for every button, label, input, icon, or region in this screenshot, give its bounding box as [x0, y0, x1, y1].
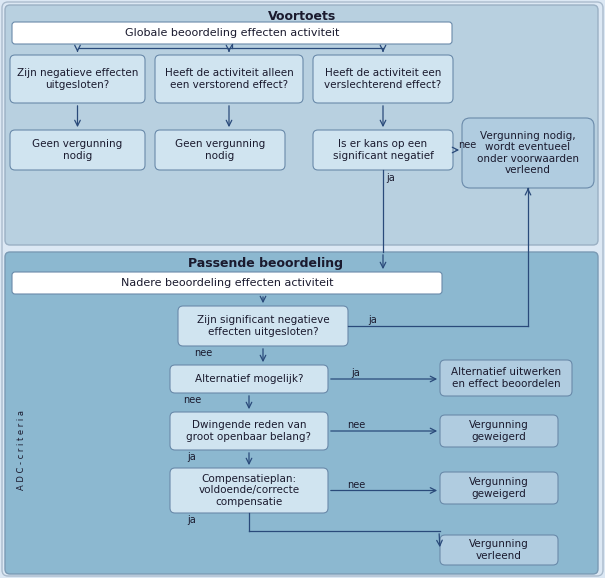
FancyBboxPatch shape [440, 415, 558, 447]
FancyBboxPatch shape [178, 306, 348, 346]
FancyBboxPatch shape [5, 252, 598, 574]
FancyBboxPatch shape [462, 118, 594, 188]
Text: Vergunning
geweigerd: Vergunning geweigerd [469, 420, 529, 442]
Text: Is er kans op een
significant negatief: Is er kans op een significant negatief [333, 139, 433, 161]
Text: ja: ja [188, 515, 197, 525]
Text: Passende beoordeling: Passende beoordeling [188, 258, 342, 271]
FancyBboxPatch shape [313, 55, 453, 103]
Text: Vergunning
geweigerd: Vergunning geweigerd [469, 477, 529, 499]
Text: Zijn negatieve effecten
uitgesloten?: Zijn negatieve effecten uitgesloten? [17, 68, 138, 90]
Text: Compensatieplan:
voldoende/correcte
compensatie: Compensatieplan: voldoende/correcte comp… [198, 474, 299, 507]
FancyBboxPatch shape [12, 272, 442, 294]
FancyBboxPatch shape [155, 130, 285, 170]
Text: Alternatief uitwerken
en effect beoordelen: Alternatief uitwerken en effect beoordel… [451, 367, 561, 389]
Text: Vergunning
verleend: Vergunning verleend [469, 539, 529, 561]
FancyBboxPatch shape [12, 22, 452, 44]
Text: Zijn significant negatieve
effecten uitgesloten?: Zijn significant negatieve effecten uitg… [197, 315, 329, 337]
Text: Vergunning nodig,
wordt eventueel
onder voorwaarden
verleend: Vergunning nodig, wordt eventueel onder … [477, 131, 579, 175]
FancyBboxPatch shape [155, 55, 303, 103]
FancyBboxPatch shape [440, 472, 558, 504]
Text: Alternatief mogelijk?: Alternatief mogelijk? [195, 374, 303, 384]
FancyBboxPatch shape [440, 535, 558, 565]
Text: Geen vergunning
nodig: Geen vergunning nodig [175, 139, 265, 161]
Text: Nadere beoordeling effecten activiteit: Nadere beoordeling effecten activiteit [121, 278, 333, 288]
Text: nee: nee [347, 480, 365, 490]
FancyBboxPatch shape [440, 360, 572, 396]
Text: Heeft de activiteit alleen
een verstorend effect?: Heeft de activiteit alleen een verstoren… [165, 68, 293, 90]
Text: nee: nee [194, 348, 212, 358]
FancyBboxPatch shape [170, 468, 328, 513]
Text: ja: ja [188, 452, 197, 462]
Text: Heeft de activiteit een
verslechterend effect?: Heeft de activiteit een verslechterend e… [324, 68, 442, 90]
Text: Dwingende reden van
groot openbaar belang?: Dwingende reden van groot openbaar belan… [186, 420, 312, 442]
FancyBboxPatch shape [313, 130, 453, 170]
Text: nee: nee [183, 395, 201, 405]
Text: ja: ja [387, 173, 396, 183]
Text: A D C - c r i t e r i a: A D C - c r i t e r i a [18, 410, 27, 490]
Text: Voortoets: Voortoets [268, 9, 336, 23]
FancyBboxPatch shape [10, 55, 145, 103]
Text: ja: ja [352, 368, 361, 378]
FancyBboxPatch shape [5, 5, 598, 245]
Text: ja: ja [368, 315, 378, 325]
FancyBboxPatch shape [10, 130, 145, 170]
Text: Globale beoordeling effecten activiteit: Globale beoordeling effecten activiteit [125, 28, 339, 38]
Text: nee: nee [458, 140, 476, 150]
Text: Geen vergunning
nodig: Geen vergunning nodig [33, 139, 123, 161]
FancyBboxPatch shape [170, 412, 328, 450]
Text: nee: nee [347, 420, 365, 430]
FancyBboxPatch shape [170, 365, 328, 393]
